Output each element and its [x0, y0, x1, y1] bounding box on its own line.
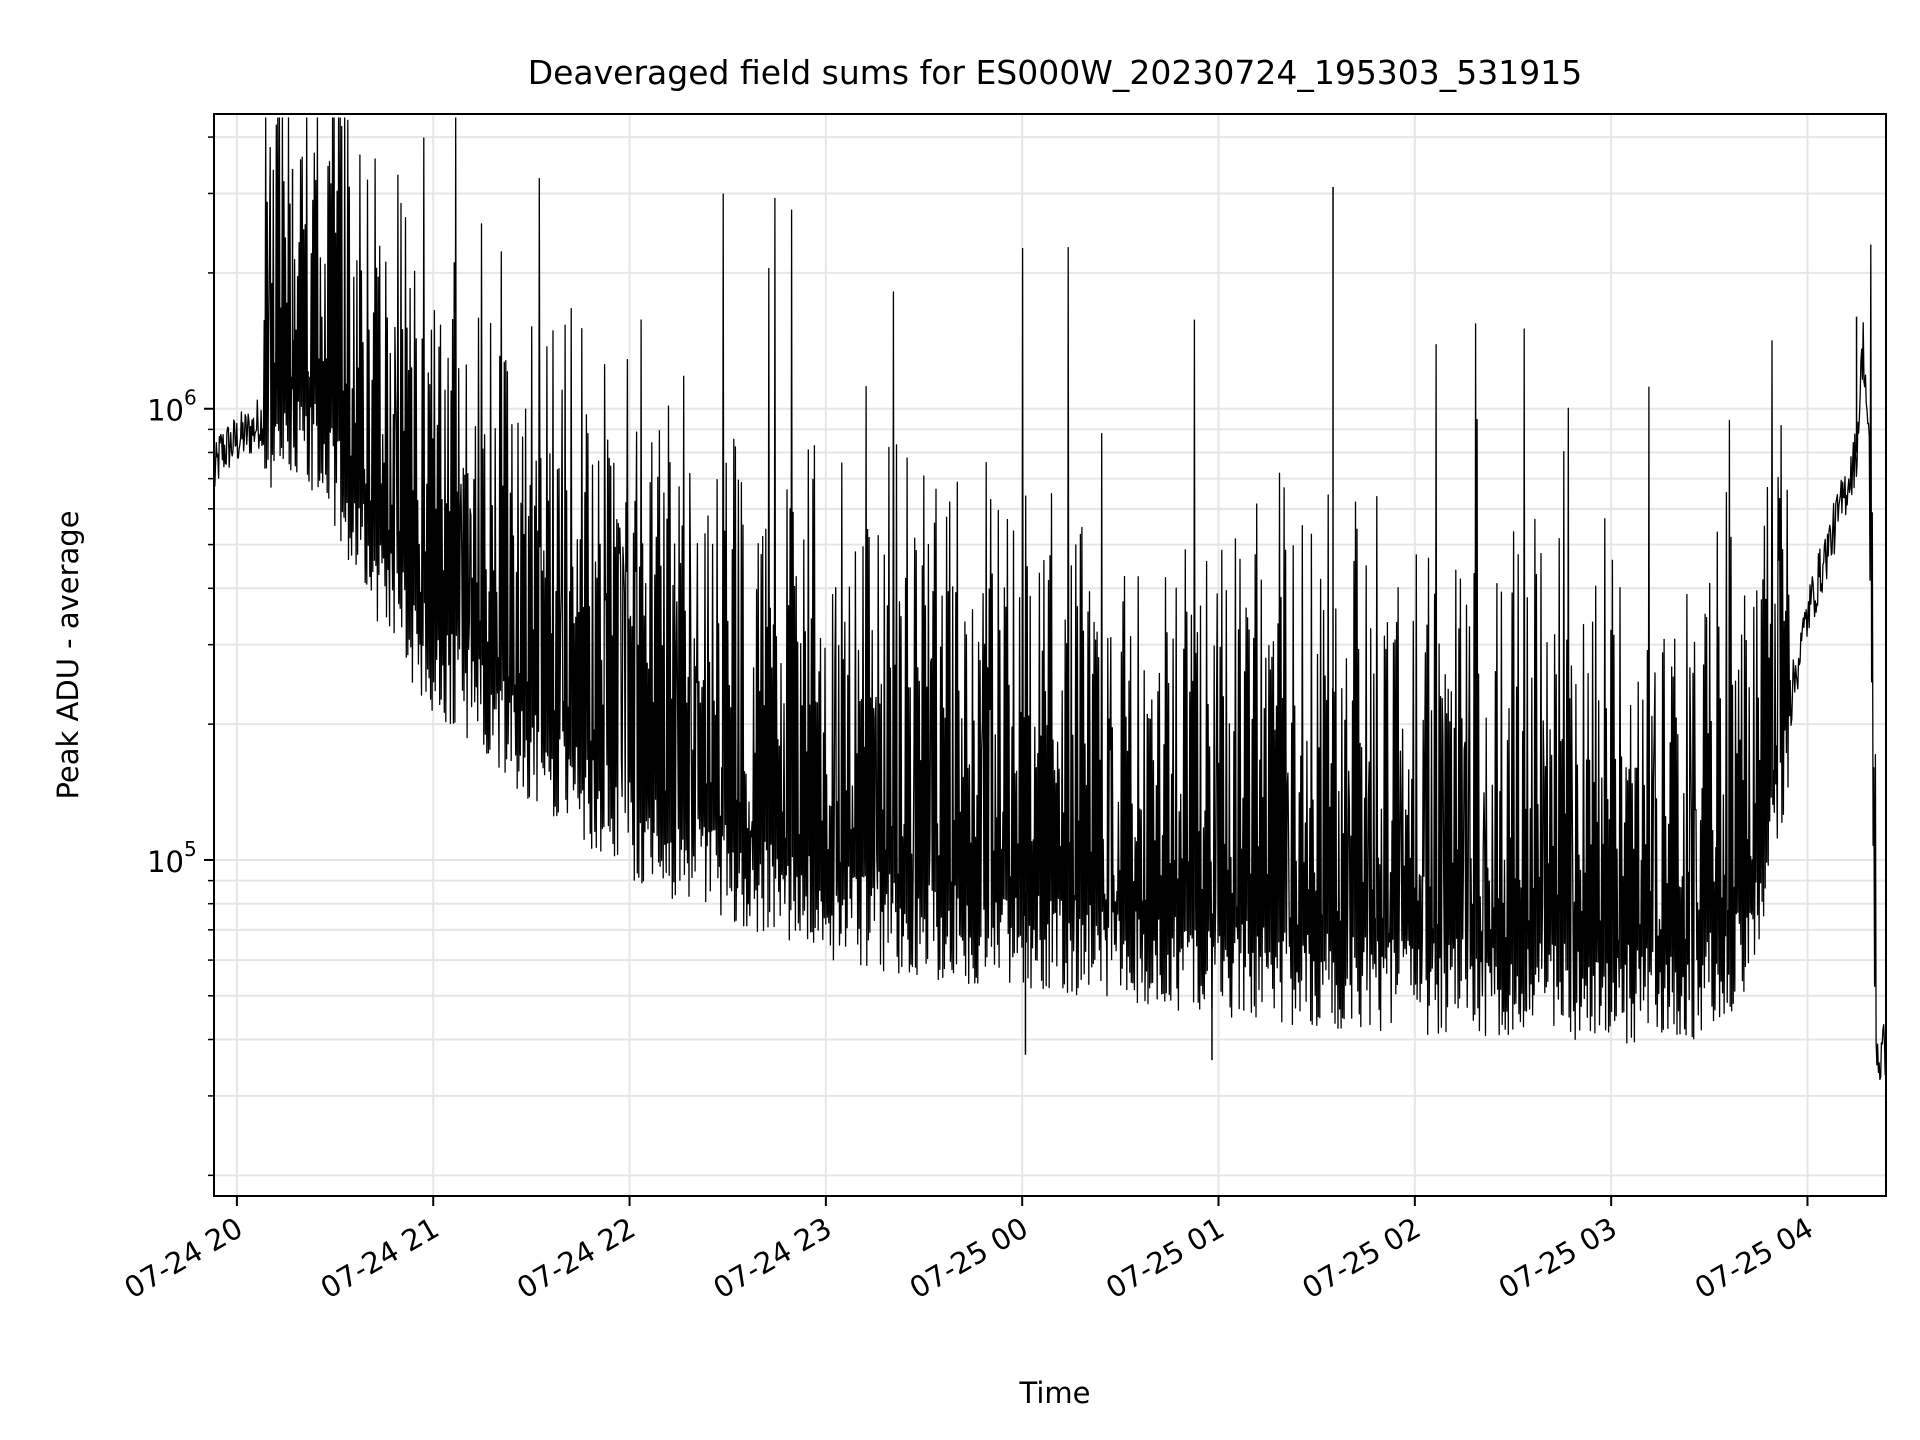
y-tick-label: 10: [147, 845, 184, 879]
x-tick-label: 07-25 00: [904, 1211, 1034, 1306]
x-tick-label: 07-25 03: [1493, 1211, 1623, 1306]
y-tick-exponent: 6: [184, 386, 197, 410]
x-tick-label: 07-24 20: [118, 1211, 248, 1306]
x-axis-label: Time: [1019, 1376, 1091, 1410]
x-tick-label: 07-25 02: [1296, 1211, 1426, 1306]
y-tick-exponent: 5: [184, 837, 197, 861]
y-tick-label: 10: [147, 394, 184, 428]
y-tick-base: 10: [147, 845, 184, 879]
plot-frame: [213, 113, 1887, 1197]
x-tick-label: 07-24 22: [511, 1211, 641, 1306]
x-tick-label: 07-24 21: [315, 1211, 445, 1306]
chart-title: Deaveraged field sums for ES000W_2023072…: [528, 53, 1583, 92]
x-tick-label: 07-24 23: [707, 1211, 837, 1306]
y-axis-label: Peak ADU - average: [51, 510, 85, 799]
y-tick-base: 10: [147, 394, 184, 428]
x-tick-label: 07-25 01: [1100, 1211, 1230, 1306]
series-line: [213, 117, 1887, 1081]
x-tick-label: 07-25 04: [1689, 1211, 1819, 1306]
